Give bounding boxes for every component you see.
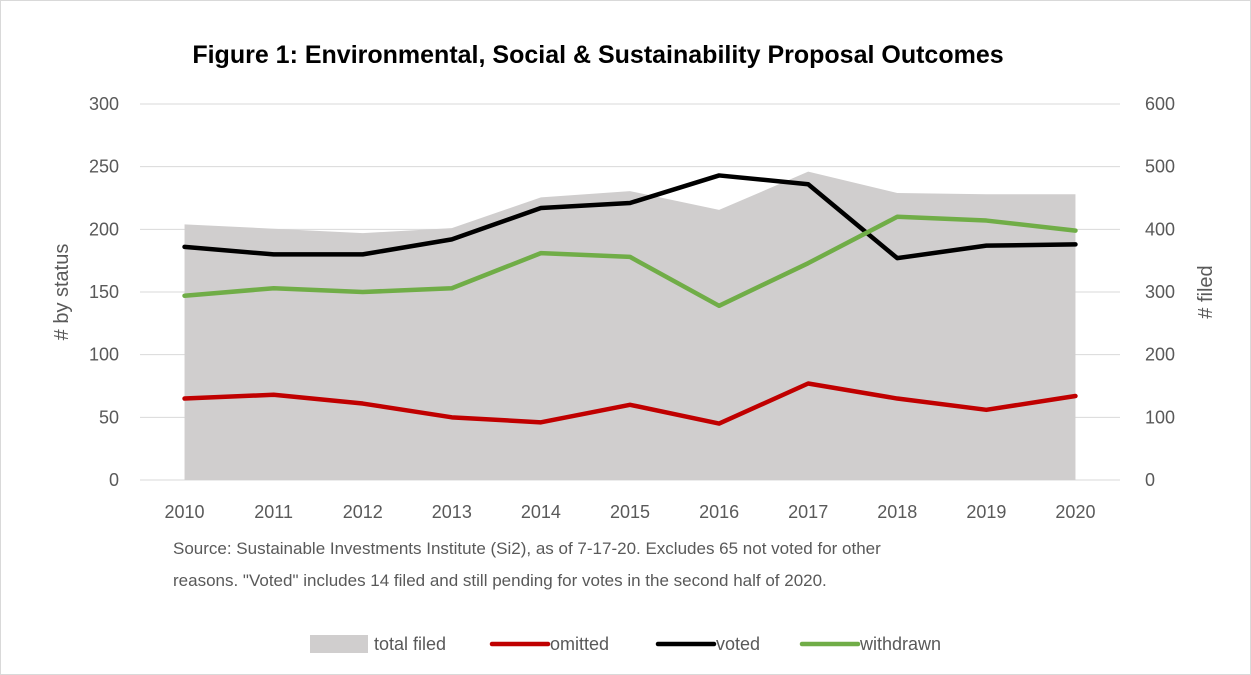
left-tick-label: 150: [89, 282, 119, 302]
legend-label: withdrawn: [859, 634, 941, 654]
left-tick-label: 250: [89, 157, 119, 177]
left-axis-ticks: 0 50 100 150 200 250 300: [89, 94, 119, 490]
right-tick-label: 300: [1145, 282, 1175, 302]
right-tick-label: 0: [1145, 470, 1155, 490]
left-axis-title: # by status: [51, 244, 73, 341]
line-layer: [182, 173, 1078, 426]
x-tick-label: 2011: [254, 502, 293, 522]
series-line-withdrawn: [182, 214, 1078, 309]
x-tick-label: 2017: [788, 502, 828, 522]
x-tick-label: 2019: [966, 502, 1006, 522]
legend: total filed omitted voted withdrawn: [310, 634, 941, 654]
left-tick-label: 300: [89, 94, 119, 114]
right-tick-label: 600: [1145, 94, 1175, 114]
source-note-line-2: reasons. "Voted" includes 14 filed and s…: [173, 571, 827, 590]
left-tick-label: 100: [89, 345, 119, 365]
legend-label: voted: [716, 634, 760, 654]
x-tick-label: 2013: [432, 502, 472, 522]
x-tick-label: 2014: [521, 502, 561, 522]
source-note-line-1: Source: Sustainable Investments Institut…: [173, 539, 881, 558]
x-axis-ticks: 2010 2011 2012 2013 2014 2015 2016 2017 2018 2019…: [165, 502, 1096, 522]
series-line-omitted: [182, 381, 1078, 426]
legend-swatch: [310, 635, 368, 653]
legend-label: omitted: [550, 634, 609, 654]
left-tick-label: 50: [99, 407, 119, 427]
right-tick-label: 100: [1145, 407, 1175, 427]
right-axis-title: # filed: [1195, 265, 1217, 318]
chart-title: Figure 1: Environmental, Social & Sustai…: [192, 41, 1003, 69]
x-tick-label: 2010: [165, 502, 205, 522]
left-tick-label: 0: [109, 470, 119, 490]
right-tick-label: 500: [1145, 157, 1175, 177]
x-tick-label: 2016: [699, 502, 739, 522]
legend-label: total filed: [374, 634, 446, 654]
right-tick-label: 200: [1145, 345, 1175, 365]
x-tick-label: 2018: [877, 502, 917, 522]
left-tick-label: 200: [89, 219, 119, 239]
right-axis-ticks: 0 100 200 300 400 500 600: [1145, 94, 1175, 490]
x-tick-label: 2012: [343, 502, 383, 522]
right-tick-label: 400: [1145, 219, 1175, 239]
x-tick-label: 2015: [610, 502, 650, 522]
x-tick-label: 2020: [1055, 502, 1095, 522]
series-line-voted: [182, 173, 1078, 261]
